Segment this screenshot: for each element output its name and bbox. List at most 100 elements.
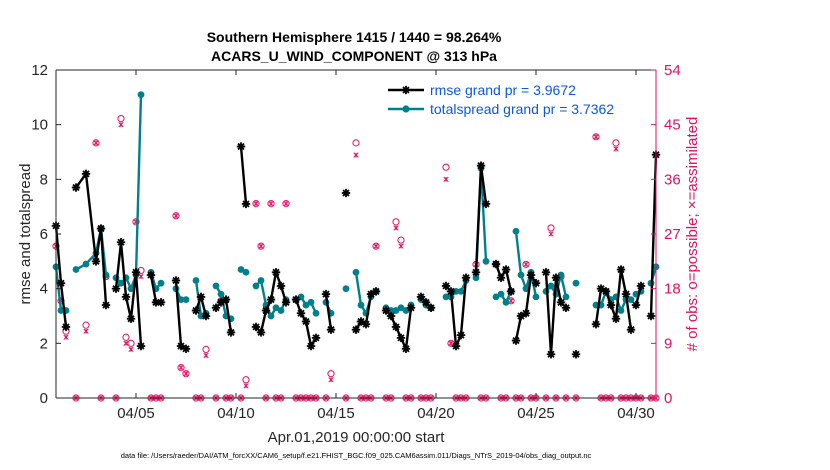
totalspread-point bbox=[617, 307, 625, 314]
obs-possible-marker bbox=[547, 224, 555, 232]
obs-possible-marker bbox=[392, 218, 400, 226]
rmse-point bbox=[96, 224, 106, 233]
obs-possible-marker bbox=[252, 200, 260, 208]
obs-possible-marker bbox=[202, 345, 210, 354]
obs-assimilated-marker bbox=[373, 243, 379, 249]
totalspread-point bbox=[157, 279, 165, 287]
rmse-point bbox=[626, 325, 636, 334]
obs-assimilated-marker bbox=[613, 146, 619, 152]
obs-assimilated-marker bbox=[548, 231, 554, 237]
axes-layer: 04/05 04/10 04/15 04/20 04/25 04/30 0 2 4 6 8 10 12 0… bbox=[31, 62, 680, 422]
obs-possible-marker bbox=[612, 139, 620, 147]
rmse-point bbox=[476, 161, 486, 170]
obs-assimilated-marker bbox=[93, 140, 99, 146]
rmse-point bbox=[521, 309, 531, 318]
totalspread-point bbox=[312, 309, 320, 317]
rmse-point bbox=[461, 273, 471, 282]
rmse-point bbox=[621, 289, 631, 299]
rmse-line bbox=[239, 146, 248, 205]
obs-possible-marker bbox=[177, 364, 185, 372]
y-tick-label: 8 bbox=[40, 171, 48, 188]
rmse-point bbox=[391, 322, 401, 332]
obs-possible-marker bbox=[267, 200, 275, 208]
rmse-point bbox=[451, 341, 461, 351]
rmse-point bbox=[271, 268, 281, 277]
rmse-point bbox=[401, 344, 411, 353]
totalspread-point bbox=[127, 285, 135, 293]
obs-assimilated-marker bbox=[63, 334, 69, 340]
obs-possible-marker bbox=[82, 321, 90, 329]
totalspread-point bbox=[457, 288, 465, 295]
obs-assimilated-marker bbox=[523, 261, 529, 268]
rmse-point bbox=[176, 341, 186, 351]
rmse-point bbox=[506, 287, 516, 296]
y-tick-label: 4 bbox=[40, 281, 48, 298]
legend: rmse grand pr = 3.9672 totalspread grand… bbox=[384, 76, 652, 120]
rmse-point bbox=[211, 303, 221, 312]
rmse-point bbox=[406, 303, 416, 312]
y-tick-label: 6 bbox=[40, 226, 48, 243]
totalspread-point bbox=[557, 271, 565, 279]
obs-possible-marker bbox=[522, 260, 530, 268]
y2-axis-label: # of obs: o=possible; ×=assimilated bbox=[684, 117, 701, 352]
totalspread-point bbox=[517, 271, 525, 279]
y-tick-label: 10 bbox=[31, 117, 48, 134]
rmse-point bbox=[146, 270, 156, 280]
rmse-line bbox=[114, 240, 143, 347]
obs-possible-marker bbox=[372, 242, 380, 250]
rmse-point bbox=[191, 306, 201, 315]
y2-tick-label: 27 bbox=[664, 226, 681, 243]
totalspread-point bbox=[497, 290, 505, 298]
rmse-point bbox=[241, 199, 251, 209]
totalspread-point bbox=[627, 296, 635, 303]
y-tick-label: 12 bbox=[31, 62, 48, 79]
totalspread-point bbox=[357, 301, 365, 309]
rmse-point bbox=[446, 287, 456, 296]
totalspread-point bbox=[267, 312, 275, 320]
rmse-point bbox=[236, 142, 246, 151]
totalspread-point bbox=[522, 285, 530, 293]
x-tick-label: 04/25 bbox=[517, 405, 555, 422]
rmse-point bbox=[396, 333, 406, 343]
totalspread-point bbox=[397, 304, 405, 312]
rmse-point bbox=[556, 298, 566, 307]
obs-possible-marker bbox=[397, 236, 405, 244]
totalspread-point bbox=[252, 282, 260, 290]
rmse-point bbox=[416, 292, 426, 302]
totalspread-point bbox=[532, 293, 540, 301]
obs-possible-marker bbox=[182, 370, 190, 378]
obs-assimilated-marker bbox=[123, 340, 129, 346]
rmse-point bbox=[326, 325, 336, 334]
y2-tick-label: 18 bbox=[664, 281, 681, 298]
rmse-point bbox=[456, 330, 466, 340]
obs-assimilated-marker bbox=[178, 364, 184, 371]
rmse-point bbox=[226, 328, 236, 337]
obs-assimilated-marker bbox=[283, 200, 289, 207]
obs-assimilated-marker bbox=[83, 328, 89, 334]
rmse-point bbox=[136, 341, 146, 351]
obs-assimilated-marker bbox=[328, 377, 334, 383]
totalspread-point bbox=[242, 268, 250, 276]
rmse-point bbox=[91, 257, 101, 266]
rmse-point bbox=[251, 322, 261, 332]
legend-box bbox=[384, 76, 652, 120]
obs-assimilated-marker bbox=[138, 273, 144, 280]
rmse-point bbox=[306, 341, 316, 351]
totalspread-point bbox=[307, 298, 315, 306]
obs-assimilated-marker bbox=[253, 200, 259, 207]
totalspread-point bbox=[192, 277, 200, 284]
rmse-point bbox=[181, 344, 191, 353]
rmse-point bbox=[276, 281, 286, 291]
obs-possible-marker bbox=[127, 339, 135, 347]
obs-possible-marker bbox=[132, 218, 140, 226]
totalspread-point bbox=[297, 293, 305, 301]
rmse-point bbox=[561, 303, 571, 312]
rmse-point bbox=[101, 300, 111, 310]
footnote: data file: /Users/raeder/DAI/ATM_forcXX/… bbox=[121, 451, 592, 460]
legend-totalspread-label: totalspread grand pr = 3.7362 bbox=[430, 101, 614, 117]
totalspread-point bbox=[72, 266, 80, 273]
y2-tick-label: 0 bbox=[664, 390, 672, 407]
rmse-point bbox=[111, 284, 121, 293]
totalspread-point bbox=[257, 277, 265, 284]
rmse-point bbox=[301, 317, 311, 326]
